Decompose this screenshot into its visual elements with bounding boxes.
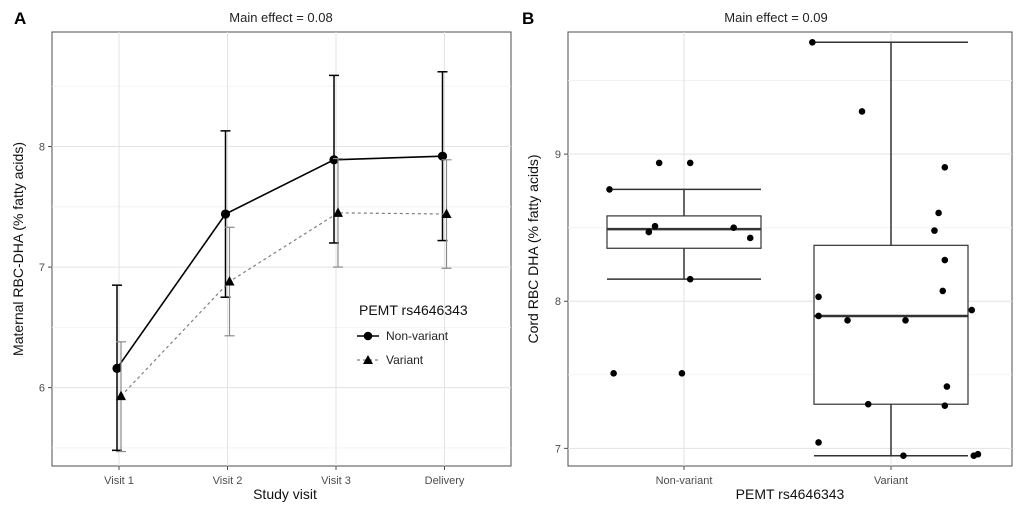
- data-point: [864, 400, 872, 408]
- panel-b-letter: B: [522, 9, 534, 28]
- box-iqr: [606, 215, 762, 249]
- panel-a-plot: [51, 31, 512, 467]
- data-point-non-variant: [220, 209, 231, 219]
- data-point: [943, 383, 951, 390]
- data-point: [941, 402, 949, 409]
- data-point: [844, 317, 851, 324]
- legend-title: PEMT rs4646343: [359, 302, 468, 318]
- y-tick-label: 7: [555, 443, 561, 455]
- y-tick-label: 8: [555, 296, 561, 308]
- data-point-variant: [224, 276, 235, 286]
- data-point-non-variant: [112, 363, 122, 373]
- data-point: [645, 228, 653, 236]
- x-tick-label: Visit 3: [321, 475, 351, 487]
- y-tick-label: 9: [555, 149, 561, 161]
- data-point: [902, 317, 909, 324]
- data-point-non-variant: [437, 151, 448, 161]
- legend-marker-triangle: [363, 355, 373, 364]
- data-point-variant: [116, 390, 126, 401]
- data-point: [655, 159, 663, 167]
- data-point: [815, 439, 822, 446]
- panel-a-grid: [52, 32, 511, 466]
- data-point: [606, 186, 613, 193]
- x-tick-label: Variant: [874, 475, 908, 487]
- panel-b-x-ticks: Non-variant Variant: [656, 466, 908, 487]
- panel-a-plot-area: [51, 31, 512, 467]
- series-line: [116, 155, 443, 369]
- x-tick-label: Visit 1: [104, 475, 134, 487]
- data-point-non-variant: [329, 155, 339, 165]
- data-point: [686, 275, 694, 283]
- y-tick-label: 6: [39, 383, 45, 395]
- data-point: [968, 306, 976, 314]
- legend-marker-circle: [363, 331, 373, 341]
- panel-b-title: Main effect = 0.09: [724, 10, 827, 25]
- data-point: [935, 209, 942, 217]
- panel-a-marks: [112, 71, 452, 453]
- series-line: [120, 212, 447, 397]
- x-tick-label: Visit 2: [213, 475, 243, 487]
- panel-a-letter: A: [14, 9, 26, 28]
- legend-label-variant: Variant: [386, 353, 424, 367]
- panel-b-marks: [606, 38, 982, 460]
- panel-a-x-axis-title: Study visit: [253, 486, 317, 502]
- legend: PEMT rs4646343 Non-variant Variant: [357, 302, 468, 367]
- data-point: [651, 222, 659, 230]
- panel-a-title: Main effect = 0.08: [229, 10, 332, 25]
- data-point: [900, 452, 907, 460]
- data-point: [809, 38, 816, 46]
- data-point: [746, 234, 754, 242]
- panel-b-x-axis-title: PEMT rs4646343: [736, 486, 845, 502]
- y-tick-label: 7: [39, 262, 45, 274]
- data-point: [815, 293, 822, 301]
- data-point-variant: [333, 207, 343, 217]
- y-tick-label: 8: [39, 142, 45, 154]
- panel-b-y-axis-title: Cord RBC DHA (% fatty acids): [525, 154, 541, 343]
- panel-b-plot: [567, 31, 1013, 467]
- panel-a-y-axis-title: Maternal RBC-DHA (% fatty acids): [10, 142, 26, 356]
- data-point-variant: [441, 208, 452, 219]
- data-point: [858, 108, 866, 115]
- data-point: [610, 370, 617, 377]
- x-tick-label: Delivery: [425, 475, 465, 487]
- panel-a-y-ticks: 6 7 8: [39, 142, 52, 395]
- data-point: [686, 159, 694, 167]
- data-point: [815, 312, 822, 320]
- data-point: [730, 224, 737, 231]
- legend-label-non-variant: Non-variant: [386, 329, 449, 343]
- x-tick-label: Non-variant: [656, 475, 713, 487]
- box-iqr: [813, 244, 969, 405]
- panel-b-y-ticks: 7 8 9: [555, 149, 568, 455]
- data-point: [941, 164, 949, 171]
- panel-a-x-ticks: Visit 1 Visit 2 Visit 3 Delivery: [104, 466, 465, 487]
- data-point: [974, 450, 982, 458]
- data-point: [939, 287, 947, 295]
- data-point: [941, 256, 949, 264]
- data-point: [678, 370, 686, 377]
- data-point: [931, 227, 938, 234]
